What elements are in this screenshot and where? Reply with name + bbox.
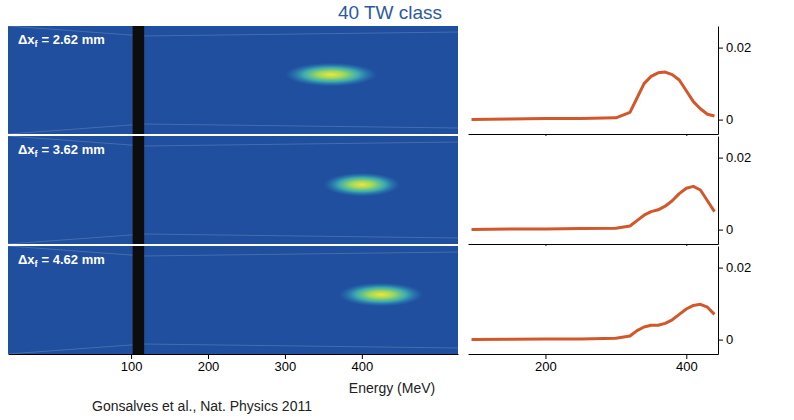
plot-area [468, 246, 718, 354]
tick-label: 0 [726, 222, 733, 237]
guide-line [8, 124, 144, 134]
tick-mark [718, 48, 723, 49]
tick: 0 [718, 332, 733, 347]
tick-label: 400 [676, 359, 698, 374]
spectrum-line [472, 72, 715, 120]
tick: 0.02 [718, 260, 751, 275]
tick-mark [718, 120, 723, 121]
panel-background [8, 136, 458, 244]
axis-line [9, 354, 459, 355]
tick: 200 [535, 354, 557, 374]
label-base: Δx [18, 32, 35, 47]
tick-label: 100 [121, 359, 143, 374]
tick: 0.02 [718, 150, 751, 165]
panel-background [468, 26, 718, 134]
tick-mark [718, 268, 723, 269]
spectrum-line [472, 186, 715, 229]
tick-mark [718, 230, 723, 231]
axis: 200 400 [469, 354, 719, 374]
axis-line [469, 134, 719, 135]
tick-label: 0 [726, 112, 733, 127]
plot-area [8, 26, 458, 134]
panel-label: Δxf= 2.62 mm [18, 32, 105, 49]
axis-line [469, 354, 719, 355]
guide-line [144, 124, 458, 128]
label-sub: f [35, 259, 39, 269]
plot-area [8, 136, 458, 244]
panel-background [468, 136, 718, 244]
axis: 00.02 [718, 27, 751, 135]
panel-label: Δxf= 3.62 mm [18, 142, 105, 159]
axis: 00.02 [718, 247, 751, 355]
tick-label: 0.02 [726, 40, 751, 55]
guide-line [8, 234, 144, 244]
label-rest: = 3.62 mm [42, 142, 105, 157]
tick-label: 0.02 [726, 150, 751, 165]
guide-line [144, 234, 458, 238]
tick: 100 [121, 354, 143, 374]
beam-spot [285, 63, 377, 87]
panel-background [8, 246, 458, 354]
tick-label: 0 [726, 332, 733, 347]
axis: 100 200 300 400 [9, 354, 459, 374]
blocked-region [133, 26, 145, 134]
tick-label: 400 [351, 359, 373, 374]
label-rest: = 2.62 mm [42, 32, 105, 47]
tick: 400 [676, 354, 698, 374]
tick-label: 300 [275, 359, 297, 374]
guide-line [8, 344, 144, 354]
beam-spot [323, 173, 400, 197]
tick-mark [718, 340, 723, 341]
tick: 0 [718, 112, 733, 127]
source: Gonsalves et al., Nat. Physics 2011 [92, 398, 312, 414]
tick-label: 0.02 [726, 260, 751, 275]
tick-mark [718, 158, 723, 159]
panel-background [468, 246, 718, 354]
plot-area [468, 26, 718, 134]
beam-spot [339, 283, 424, 307]
tick: 200 [198, 354, 220, 374]
guide-line [144, 344, 458, 348]
figure: Δxf= 2.62 mmΔxf= 3.62 mmΔxf= 4.62 mm1002… [0, 0, 794, 420]
x-axis-title: Energy (MeV) [349, 380, 435, 396]
axis-line [718, 137, 719, 245]
tick-label: 200 [535, 359, 557, 374]
tick: 400 [351, 354, 373, 374]
label-base: Δx [18, 252, 35, 267]
title: 40 TW class [338, 2, 442, 23]
panel-background [8, 26, 458, 134]
label-sub: f [35, 149, 39, 159]
spectrum-line [472, 304, 715, 339]
tick: 300 [275, 354, 297, 374]
blocked-region [133, 246, 145, 354]
tick: 0.02 [718, 40, 751, 55]
axis-line [718, 27, 719, 135]
guide-line [144, 142, 458, 146]
axis-line [469, 244, 719, 245]
guide-line [144, 32, 458, 36]
label-base: Δx [18, 142, 35, 157]
guide-line [144, 252, 458, 256]
tick: 0 [718, 222, 733, 237]
blocked-region [133, 136, 145, 244]
plot-area [8, 246, 458, 354]
tick-label: 200 [198, 359, 220, 374]
label-rest: = 4.62 mm [42, 252, 105, 267]
label-sub: f [35, 39, 39, 49]
axis-line [718, 247, 719, 355]
panel-label: Δxf= 4.62 mm [18, 252, 105, 269]
axis: 00.02 [718, 137, 751, 245]
plot-area [468, 136, 718, 244]
